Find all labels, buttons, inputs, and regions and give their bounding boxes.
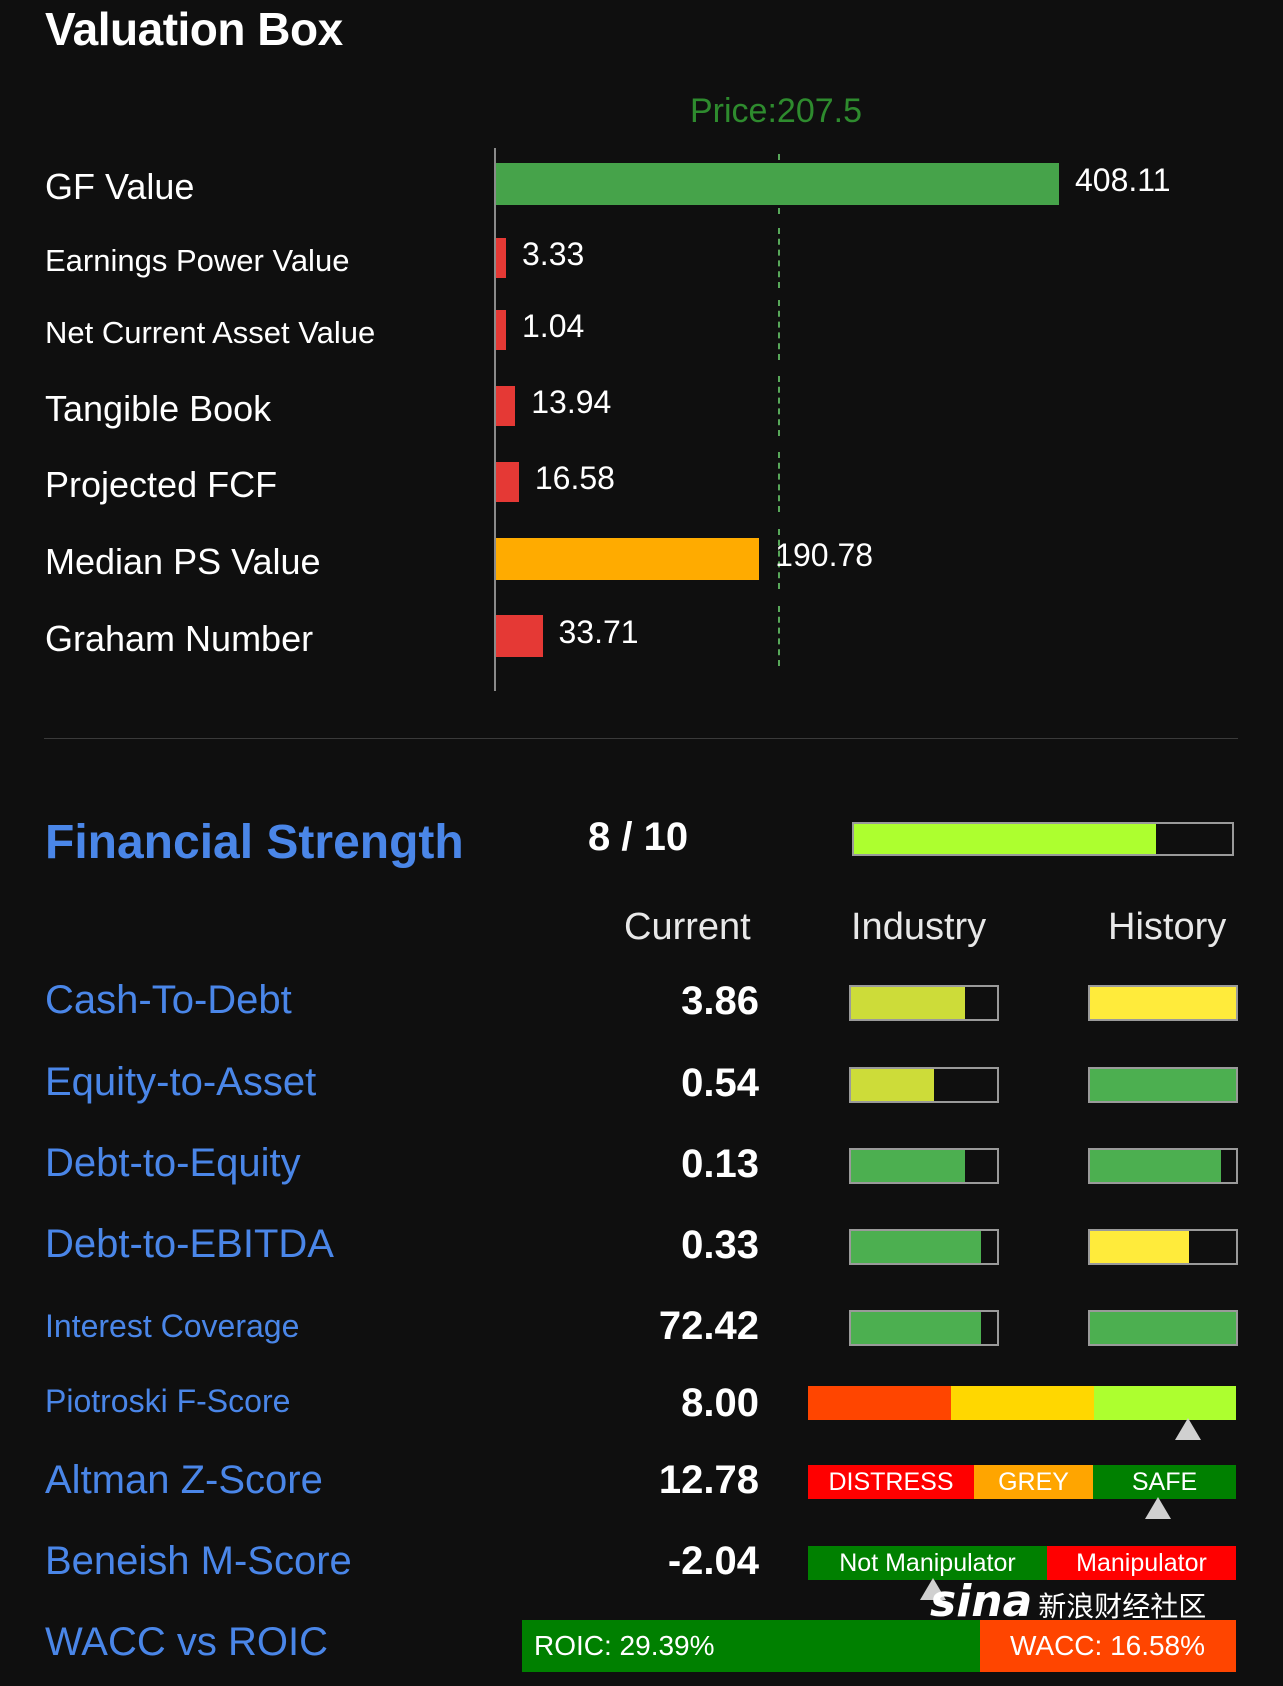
wacc-roic-bar: ROIC: 29.39% WACC: 16.58% xyxy=(522,1620,1236,1672)
piotroski-marker xyxy=(1175,1418,1202,1440)
industry-rank-bar xyxy=(849,985,999,1021)
altman-distress-zone: DISTRESS xyxy=(808,1465,974,1499)
beneish-label[interactable]: Beneish M-Score xyxy=(45,1539,352,1583)
beneish-value: -2.04 xyxy=(667,1539,759,1583)
price-label: Price:207.5 xyxy=(690,92,862,130)
history-rank-fill xyxy=(1090,1231,1190,1263)
valuation-bar xyxy=(496,615,543,657)
piotroski-zone xyxy=(1094,1386,1236,1420)
altman-label[interactable]: Altman Z-Score xyxy=(45,1458,323,1502)
price-line-segment xyxy=(778,529,781,589)
valuation-bar xyxy=(496,238,506,278)
industry-rank-fill xyxy=(851,1312,981,1344)
valuation-bar xyxy=(496,310,506,350)
metric-label[interactable]: Interest Coverage xyxy=(45,1308,300,1345)
metric-value: 0.54 xyxy=(681,1061,759,1105)
valuation-value-label: 33.71 xyxy=(558,614,639,650)
altman-safe-zone: SAFE xyxy=(1093,1465,1236,1499)
history-rank-fill xyxy=(1090,987,1236,1019)
valuation-row-label: Tangible Book xyxy=(45,387,272,429)
beneish-manipulator-zone: Manipulator xyxy=(1047,1546,1236,1580)
metric-value: 3.86 xyxy=(681,979,759,1023)
valuation-row-label: Median PS Value xyxy=(45,540,321,582)
industry-rank-fill xyxy=(851,1231,981,1263)
piotroski-label[interactable]: Piotroski F-Score xyxy=(45,1383,291,1419)
beneish-marker xyxy=(920,1578,946,1600)
metric-label[interactable]: Cash-To-Debt xyxy=(45,978,292,1023)
industry-rank-bar xyxy=(849,1148,999,1184)
sina-logo: sina xyxy=(930,1576,1033,1627)
financial-strength-meter-fill xyxy=(854,824,1157,854)
industry-rank-bar xyxy=(849,1067,999,1103)
column-header-current: Current xyxy=(624,906,751,948)
valuation-row-label: Earnings Power Value xyxy=(45,242,350,278)
history-rank-bar xyxy=(1088,1229,1238,1265)
piotroski-zone xyxy=(808,1386,951,1420)
valuation-value-label: 3.33 xyxy=(522,236,585,272)
altman-value: 12.78 xyxy=(658,1458,759,1502)
history-rank-fill xyxy=(1090,1150,1222,1182)
valuation-value-label: 190.78 xyxy=(775,537,874,573)
history-rank-bar xyxy=(1088,1148,1238,1184)
watermark-text: 新浪财经社区 xyxy=(1038,1591,1207,1622)
roic-segment: ROIC: 29.39% xyxy=(522,1620,980,1672)
price-line-segment xyxy=(778,300,781,360)
valuation-bar xyxy=(496,163,1059,205)
price-line-segment xyxy=(778,452,781,512)
industry-rank-fill xyxy=(851,1069,935,1101)
valuation-row-label: Projected FCF xyxy=(45,463,278,505)
price-line-segment xyxy=(778,376,781,436)
valuation-row-label: Net Current Asset Value xyxy=(45,314,376,350)
valuation-value-label: 408.11 xyxy=(1075,162,1171,198)
altman-marker xyxy=(1145,1497,1171,1519)
financial-strength-title[interactable]: Financial Strength xyxy=(45,816,464,869)
wacc-segment: WACC: 16.58% xyxy=(980,1620,1236,1672)
altman-scale: DISTRESS GREY SAFE xyxy=(808,1465,1236,1499)
valuation-value-label: 16.58 xyxy=(534,460,615,496)
metric-value: 72.42 xyxy=(658,1304,759,1348)
valuation-bar xyxy=(496,538,760,580)
history-rank-fill xyxy=(1090,1069,1236,1101)
history-rank-bar xyxy=(1088,1310,1238,1346)
altman-grey-zone: GREY xyxy=(974,1465,1093,1499)
column-header-industry: Industry xyxy=(851,906,987,948)
price-line-segment xyxy=(778,606,781,666)
metric-label[interactable]: Debt-to-Equity xyxy=(45,1141,301,1186)
valuation-value-label: 13.94 xyxy=(531,384,612,420)
industry-rank-bar xyxy=(849,1229,999,1265)
valuation-value-label: 1.04 xyxy=(522,308,585,344)
valuation-bar xyxy=(496,462,519,502)
wacc-roic-label[interactable]: WACC vs ROIC xyxy=(45,1620,328,1664)
financial-strength-meter xyxy=(852,822,1234,856)
industry-rank-fill xyxy=(851,987,965,1019)
valuation-row-label: Graham Number xyxy=(45,617,314,659)
financial-strength-score: 8 / 10 xyxy=(588,815,689,859)
metric-value: 0.33 xyxy=(681,1223,759,1267)
sina-watermark: sina 新浪财经社区 xyxy=(930,1576,1206,1627)
beneish-not-manipulator-zone: Not Manipulator xyxy=(808,1546,1047,1580)
industry-rank-bar xyxy=(849,1310,999,1346)
section-divider xyxy=(44,738,1238,739)
metric-label[interactable]: Equity-to-Asset xyxy=(45,1060,317,1105)
piotroski-value: 8.00 xyxy=(681,1381,759,1425)
column-header-history: History xyxy=(1108,906,1227,948)
metric-value: 0.13 xyxy=(681,1142,759,1186)
price-line-segment xyxy=(778,228,781,288)
history-rank-fill xyxy=(1090,1312,1236,1344)
beneish-scale: Not Manipulator Manipulator xyxy=(808,1546,1236,1580)
valuation-row-label: GF Value xyxy=(45,165,195,207)
piotroski-zone xyxy=(951,1386,1094,1420)
history-rank-bar xyxy=(1088,1067,1238,1103)
metric-label[interactable]: Debt-to-EBITDA xyxy=(45,1222,334,1267)
valuation-bar xyxy=(496,386,516,426)
valuation-axis xyxy=(494,148,496,691)
valuation-box-title: Valuation Box xyxy=(45,3,343,55)
history-rank-bar xyxy=(1088,985,1238,1021)
industry-rank-fill xyxy=(851,1150,965,1182)
piotroski-scale xyxy=(808,1386,1236,1420)
